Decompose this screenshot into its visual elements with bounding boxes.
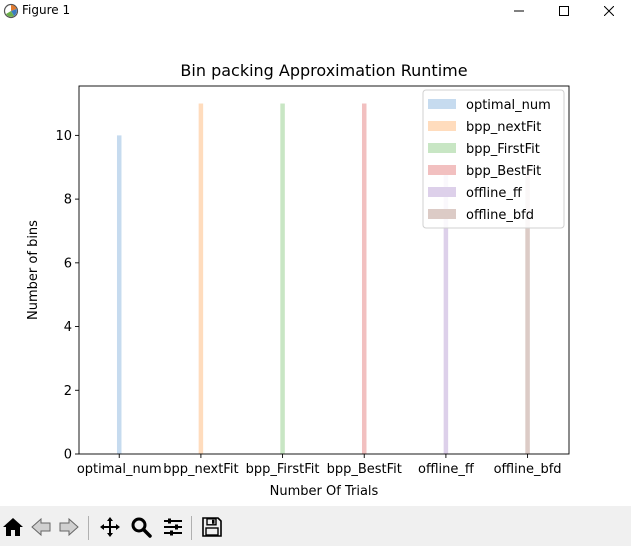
window-titlebar: Figure 1 bbox=[0, 0, 631, 22]
legend-label: optimal_num bbox=[466, 98, 551, 113]
close-icon bbox=[604, 6, 614, 16]
back-icon bbox=[31, 517, 51, 537]
zoom-button[interactable] bbox=[128, 514, 154, 540]
x-tick-label: offline_ff bbox=[418, 462, 475, 477]
save-button[interactable] bbox=[199, 514, 225, 540]
legend-box bbox=[422, 89, 565, 229]
minimize-button[interactable] bbox=[496, 0, 542, 22]
x-tick-label: bpp_BestFit bbox=[327, 462, 402, 477]
legend-label: bpp_BestFit bbox=[466, 164, 541, 179]
y-tick-label: 6 bbox=[64, 256, 72, 271]
x-tick-label: bpp_nextFit bbox=[163, 462, 238, 477]
figure-canvas: 0 2 4 6 8 10 optimal_num bpp_nextFit bpp_FirstFi… bbox=[0, 22, 631, 506]
window-title: Figure 1 bbox=[22, 3, 71, 17]
toolbar-separator bbox=[88, 516, 89, 540]
zoom-icon bbox=[131, 517, 152, 538]
legend-label: offline_bfd bbox=[466, 208, 534, 223]
bar-bpp_BestFit bbox=[361, 103, 367, 455]
back-button[interactable] bbox=[28, 514, 54, 540]
legend-swatch bbox=[428, 187, 456, 197]
legend-label: bpp_FirstFit bbox=[466, 142, 540, 157]
bar-bpp_nextFit bbox=[198, 103, 204, 455]
save-icon bbox=[202, 517, 222, 537]
configure-subplots-button[interactable] bbox=[160, 514, 186, 540]
chart-title: Bin packing Approximation Runtime bbox=[180, 61, 467, 80]
legend-swatch bbox=[428, 99, 456, 109]
y-tick-label: 0 bbox=[64, 448, 72, 463]
maximize-icon bbox=[559, 6, 569, 16]
legend-label: bpp_nextFit bbox=[466, 120, 541, 135]
configure-subplots-icon bbox=[164, 518, 182, 536]
x-tick-label: offline_bfd bbox=[494, 462, 562, 477]
y-tick-label: 2 bbox=[64, 384, 72, 399]
legend-swatch bbox=[428, 165, 456, 175]
close-button[interactable] bbox=[586, 0, 631, 22]
x-tick-label: optimal_num bbox=[77, 462, 162, 477]
navigation-toolbar bbox=[0, 506, 631, 546]
home-button[interactable] bbox=[0, 514, 26, 540]
bar-optimal_num bbox=[116, 135, 122, 454]
maximize-button[interactable] bbox=[541, 0, 587, 22]
legend-swatch bbox=[428, 121, 456, 131]
y-axis-label: Number of bins bbox=[26, 220, 41, 320]
app-icon bbox=[3, 3, 19, 19]
toolbar-separator bbox=[191, 516, 192, 540]
bar-offline_ff bbox=[443, 167, 449, 454]
forward-button[interactable] bbox=[56, 514, 82, 540]
legend-swatch bbox=[428, 209, 456, 219]
x-tick-label: bpp_FirstFit bbox=[246, 462, 320, 477]
pan-button[interactable] bbox=[97, 514, 123, 540]
home-icon bbox=[3, 518, 23, 536]
axes-frame bbox=[78, 85, 570, 455]
bar-bpp_FirstFit bbox=[280, 103, 285, 455]
y-tick-label: 4 bbox=[64, 320, 72, 335]
bar-offline_bfd bbox=[525, 167, 530, 454]
minimize-icon bbox=[514, 10, 524, 12]
x-axis-label: Number Of Trials bbox=[270, 484, 379, 499]
y-tick-label: 8 bbox=[64, 193, 72, 208]
forward-icon bbox=[59, 517, 79, 537]
legend-swatch bbox=[428, 143, 456, 153]
y-tick-label: 10 bbox=[55, 129, 72, 144]
legend-label: offline_ff bbox=[466, 186, 523, 201]
pan-icon bbox=[100, 517, 120, 537]
